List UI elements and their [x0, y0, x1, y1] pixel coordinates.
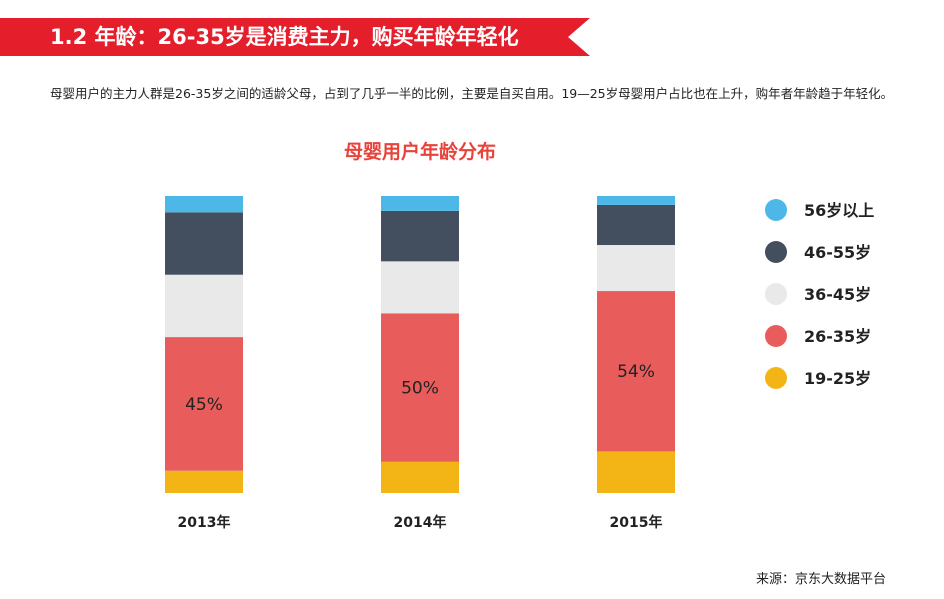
chart-title: 母婴用户年龄分布	[343, 141, 496, 163]
source-note: 来源：京东大数据平台	[755, 572, 886, 587]
data-label: 45%	[185, 395, 223, 415]
bar-segment	[381, 210, 459, 262]
bar-segment	[381, 461, 459, 493]
bar-segment	[165, 274, 243, 338]
legend-label: 26-35岁	[804, 327, 871, 346]
bar-segment	[597, 451, 675, 493]
legend-label: 36-45岁	[804, 285, 871, 304]
bar-segment	[597, 196, 675, 205]
bar-segment	[597, 245, 675, 292]
page-title: 1.2 年龄：26-35岁是消费主力，购买年龄年轻化	[50, 25, 519, 49]
legend-label: 56岁以上	[804, 201, 874, 220]
bar-segment	[165, 470, 243, 493]
banner-ribbon	[0, 18, 590, 56]
bar-segment	[381, 196, 459, 211]
bar-segment	[597, 291, 675, 452]
bar-segment	[165, 212, 243, 275]
bar-segment	[381, 261, 459, 314]
header-banner: 1.2 年龄：26-35岁是消费主力，购买年龄年轻化	[0, 18, 590, 56]
banner-ribbon-shape	[0, 18, 590, 56]
legend-label: 46-55岁	[804, 243, 871, 262]
intro-paragraph: 母婴用户的主力人群是26-35岁之间的适龄父母，占到了几乎一半的比例，主要是自买…	[50, 86, 894, 101]
category-label: 2015年	[610, 514, 663, 531]
legend-label: 19-25岁	[804, 369, 871, 388]
legend-swatch	[765, 241, 787, 263]
category-label: 2013年	[178, 514, 231, 531]
bar-segment	[165, 196, 243, 213]
bar-segment	[597, 204, 675, 246]
data-label: 54%	[617, 362, 655, 382]
legend-swatch	[765, 367, 787, 389]
legend-swatch	[765, 325, 787, 347]
bar-segment	[381, 313, 459, 462]
legend-swatch	[765, 283, 787, 305]
legend-swatch	[765, 199, 787, 221]
data-label: 50%	[401, 379, 439, 399]
category-label: 2014年	[394, 514, 447, 531]
bar-segment	[165, 337, 243, 471]
